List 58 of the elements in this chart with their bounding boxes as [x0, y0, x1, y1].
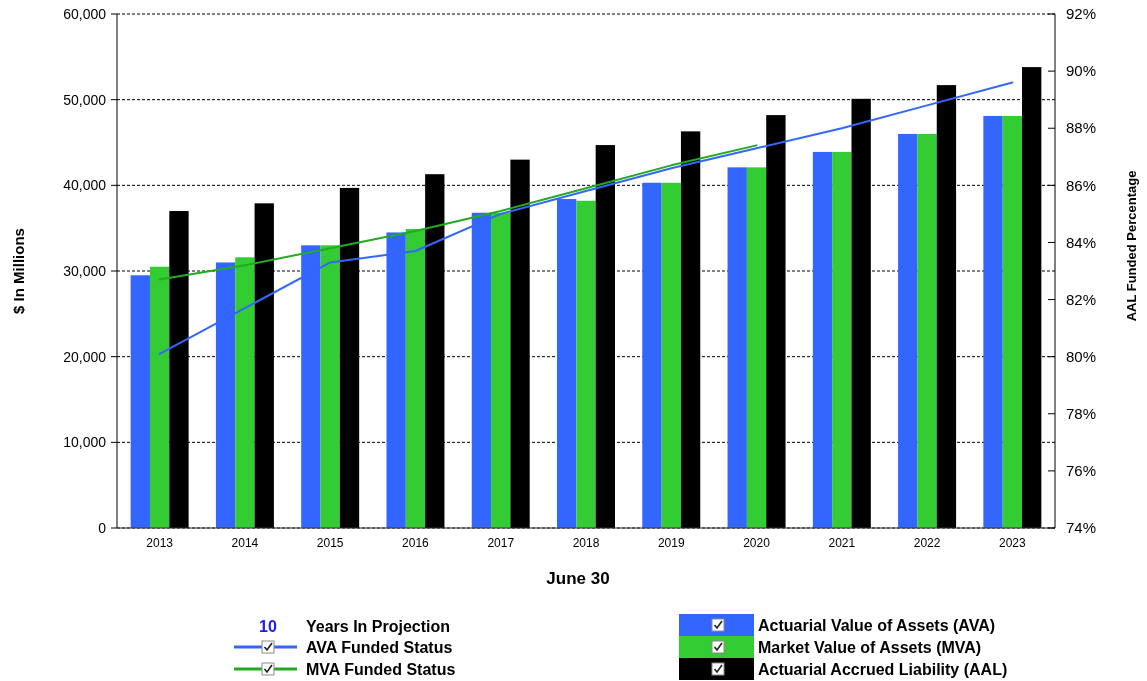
text: Years In Projection: [306, 617, 451, 635]
x-tick-label: 2020: [743, 536, 771, 550]
bar: [405, 229, 426, 528]
x-tick-label: 2021: [828, 536, 856, 550]
x-tick-label: 2015: [316, 536, 344, 550]
y2-axis-title: AAL Funded Percentage: [1124, 170, 1139, 322]
bar: [149, 266, 170, 528]
y2-tick-label: 86%: [1066, 176, 1097, 194]
y-tick-label: 60,000: [63, 5, 107, 22]
y2-tick-label: 90%: [1066, 62, 1097, 80]
y2-tick-label: 82%: [1066, 290, 1097, 308]
bar: [983, 115, 1003, 528]
bar: [812, 151, 833, 528]
y-tick-label: 0: [98, 519, 107, 536]
bar: [576, 200, 596, 528]
bar: [642, 182, 662, 528]
y2-tick-label: 78%: [1066, 405, 1097, 423]
x-tick-label: 2018: [572, 536, 600, 550]
bar: [1002, 115, 1023, 528]
y2-tick-label: 88%: [1066, 119, 1097, 137]
y-tick-label: 10,000: [63, 434, 107, 451]
x-tick-label: 2016: [402, 536, 430, 550]
x-tick-label: 2017: [487, 536, 515, 550]
legend-label: Market Value of Assets (MVA): [758, 638, 982, 656]
bar: [235, 257, 255, 528]
line-series: [158, 144, 758, 281]
bar: [130, 275, 150, 528]
y-tick-label: 40,000: [63, 177, 107, 194]
bar: [727, 167, 747, 528]
x-tick-label: 2013: [146, 536, 174, 550]
bar: [680, 131, 701, 528]
y-tick-label: 30,000: [63, 262, 107, 279]
bar: [898, 133, 918, 528]
bar: [661, 182, 681, 528]
bar: [491, 212, 511, 528]
x-tick-label: 2022: [913, 536, 941, 550]
bar: [746, 167, 767, 528]
y2-tick-label: 76%: [1066, 462, 1097, 480]
bar: [595, 145, 615, 528]
legend-label: Actuarial Accrued Liability (AAL): [758, 660, 1008, 678]
x-tick-label: 2014: [231, 536, 259, 550]
y-tick-label: 20,000: [63, 348, 107, 365]
y2-tick-label: 80%: [1066, 347, 1097, 365]
bar: [917, 133, 937, 528]
legend-label: Actuarial Value of Assets (AVA): [758, 616, 996, 634]
bar: [832, 151, 852, 528]
legend-label: MVA Funded Status: [306, 660, 456, 678]
text: 10: [259, 617, 277, 635]
x-axis-title: June 30: [546, 569, 610, 588]
y-axis-title: $ In Millions: [10, 228, 27, 314]
x-tick-label: 2023: [999, 536, 1027, 550]
y2-tick-label: 92%: [1066, 5, 1097, 23]
y2-tick-label: 84%: [1066, 233, 1097, 251]
x-tick-label: 2019: [657, 536, 685, 550]
bar: [320, 245, 340, 528]
y2-tick-label: 74%: [1066, 519, 1097, 537]
y-tick-label: 50,000: [63, 91, 107, 108]
legend-label: AVA Funded Status: [306, 638, 453, 656]
